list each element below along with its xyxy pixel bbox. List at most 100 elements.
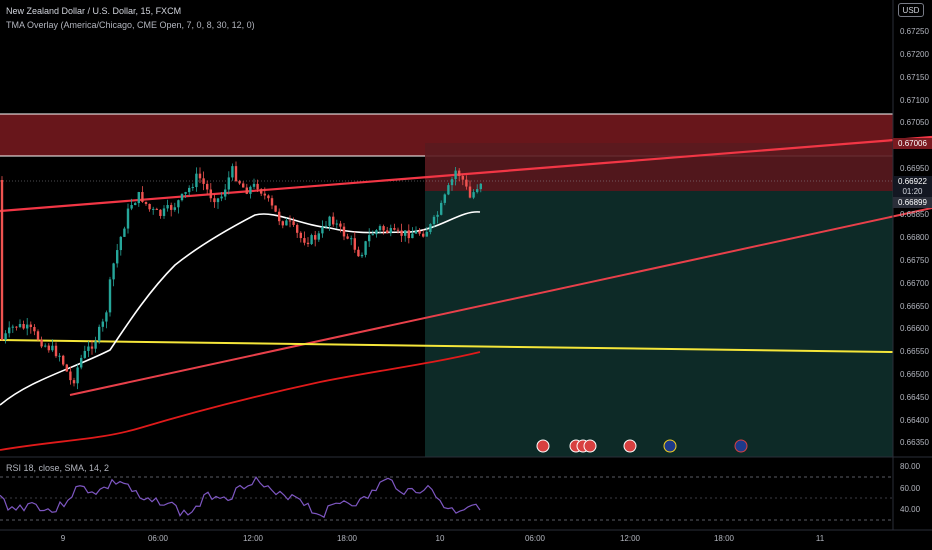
candle-body [393, 228, 396, 230]
short-position-target [425, 191, 893, 457]
symbol-title[interactable]: New Zealand Dollar / U.S. Dollar, 15, FX… [6, 6, 182, 16]
candle-body [141, 192, 144, 202]
candle-body [119, 236, 122, 251]
candle-body [80, 357, 83, 368]
rsi-axis[interactable]: 80.00 60.00 40.00 [900, 462, 921, 514]
candle-body [18, 324, 22, 328]
candle-body [440, 202, 443, 215]
rsi-tick-label: 80.00 [900, 462, 921, 471]
price-axis[interactable]: 0.67250 0.67200 0.67150 0.67100 0.67050 0.669… [900, 27, 929, 447]
candle-body [342, 226, 346, 237]
candle-body [76, 367, 79, 384]
candle-body [134, 203, 137, 206]
us-flag-icon[interactable] [583, 439, 597, 453]
candle-body [335, 223, 338, 225]
candle-body [40, 339, 43, 347]
white-moving-average [0, 211, 481, 406]
candle-body [11, 326, 14, 328]
candle-body [26, 324, 29, 329]
price-tick-label: 0.67250 [900, 27, 929, 36]
candle-body [69, 371, 72, 381]
candle-body [206, 183, 209, 190]
us-flag-icon[interactable] [623, 439, 637, 453]
price-tick-label: 0.67200 [900, 50, 929, 59]
candle-body [407, 230, 410, 239]
candle-body [479, 183, 482, 190]
candle-body [191, 187, 194, 189]
price-tick-label: 0.66500 [900, 370, 929, 379]
candle-body [360, 254, 364, 257]
candle-body [368, 235, 371, 242]
time-axis[interactable]: 9 06:00 12:00 18:00 10 06:00 12:00 18:00 11 [61, 534, 825, 543]
candle-body [364, 241, 367, 255]
candle-body [36, 331, 40, 340]
channel-lower-line[interactable] [69, 207, 932, 396]
candle-body [422, 233, 425, 237]
candle-body [94, 341, 97, 349]
candle-body [263, 193, 266, 196]
candle-body [447, 185, 450, 195]
red-moving-average [0, 351, 481, 451]
candle-body [242, 183, 245, 188]
candle-body [8, 327, 11, 334]
candle-body [468, 186, 472, 198]
rsi-label[interactable]: RSI 18, close, SMA, 14, 2 [6, 463, 110, 473]
time-tick-label: 9 [61, 534, 66, 543]
candle-body [267, 195, 270, 199]
time-tick-label: 12:00 [243, 534, 264, 543]
candle-body [389, 228, 392, 233]
candle-body [256, 183, 259, 190]
indicator-label[interactable]: TMA Overlay (America/Chicago, CME Open, … [6, 20, 255, 30]
price-tick-label: 0.66750 [900, 256, 929, 265]
price-tick-label: 0.67100 [900, 96, 929, 105]
candle-body [418, 230, 421, 234]
candle-body [245, 187, 248, 194]
price-tick-label: 0.66400 [900, 416, 929, 425]
candle-body [306, 242, 310, 245]
candle-body [285, 220, 288, 226]
candle-body [44, 345, 47, 347]
candle-body [332, 216, 335, 225]
candle-body [15, 326, 18, 328]
candle-body [148, 203, 151, 210]
yellow-trend-line[interactable] [0, 339, 894, 353]
support-price-tag: 0.66899 [893, 197, 932, 208]
candle-body [324, 225, 328, 227]
candle-body [378, 226, 382, 231]
currency-button[interactable]: USD [898, 3, 924, 17]
candle-body [429, 224, 432, 233]
candle-body [314, 235, 317, 240]
economic-events[interactable] [536, 439, 748, 453]
candle-body [339, 223, 342, 227]
candle-body [443, 194, 446, 203]
candle-body [29, 324, 32, 328]
candle-body [260, 189, 263, 194]
candle-body [4, 333, 7, 340]
nz-flag-icon[interactable] [663, 439, 677, 453]
candle-body [436, 214, 439, 217]
resistance-price-tag: 0.67006 [893, 138, 932, 149]
candle-body [317, 233, 320, 240]
candle-body [62, 355, 65, 365]
candle-body [432, 216, 436, 225]
candle-body [281, 221, 284, 226]
candle-body [465, 179, 468, 187]
candle-body [177, 200, 180, 208]
us-flag-icon[interactable] [536, 439, 550, 453]
price-tick-label: 0.67050 [900, 118, 929, 127]
candle-body [252, 183, 256, 187]
price-tick-label: 0.66700 [900, 279, 929, 288]
candle-body [47, 345, 50, 351]
candle-body [414, 230, 418, 234]
candle-body [170, 205, 173, 210]
candle-body [162, 208, 166, 216]
nz-flag-icon[interactable] [734, 439, 748, 453]
candle-body [328, 216, 331, 226]
candle-body [123, 228, 126, 237]
candle-body [65, 364, 68, 372]
channel-upper-line[interactable] [0, 135, 932, 213]
candle-body [159, 209, 162, 216]
candle-body [371, 234, 374, 236]
candle-body [216, 198, 220, 203]
